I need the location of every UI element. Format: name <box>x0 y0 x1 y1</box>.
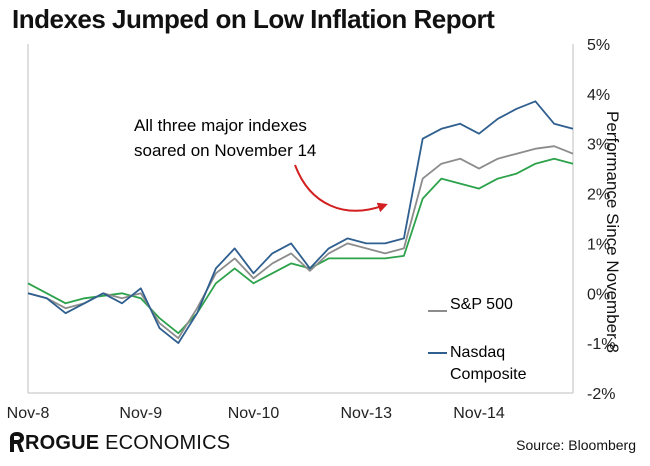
chart-title: Indexes Jumped on Low Inflation Report <box>12 4 495 34</box>
brand-name-light: ECONOMICS <box>105 432 231 454</box>
annotation-arrow <box>294 164 388 213</box>
y-tick-label: 4% <box>587 87 610 104</box>
x-tick-label: Nov-13 <box>340 405 392 422</box>
x-tick-label: Nov-8 <box>7 405 50 422</box>
x-tick-label: Nov-9 <box>119 405 162 422</box>
y-tick-label: -1% <box>587 336 615 353</box>
y-tick-label: 1% <box>587 236 610 253</box>
y-tick-label: 2% <box>587 187 610 204</box>
annotation-text: All three major indexes soared on Novemb… <box>134 116 317 160</box>
legend-sp500: S&P 500 <box>450 296 513 313</box>
brand-name-bold: ROGUE <box>25 432 100 454</box>
series-line-dow <box>27 157 574 335</box>
series-line-sp500 <box>27 145 574 340</box>
y-tick-label: 3% <box>587 137 610 154</box>
series-line-nasdaq <box>27 100 574 344</box>
y-tick-label: 5% <box>587 37 610 54</box>
x-tick-label: Nov-10 <box>228 405 280 422</box>
source-note: Source: Bloomberg <box>516 437 636 453</box>
y-tick-label: 0% <box>587 286 610 303</box>
rogue-logo-icon <box>10 432 24 452</box>
brand-logo: ROGUE ECONOMICS <box>10 432 230 455</box>
y-tick-label: -2% <box>587 386 615 403</box>
legend-nasdaq: Nasdaq Composite <box>450 344 527 383</box>
x-tick-label: Nov-14 <box>453 405 505 422</box>
